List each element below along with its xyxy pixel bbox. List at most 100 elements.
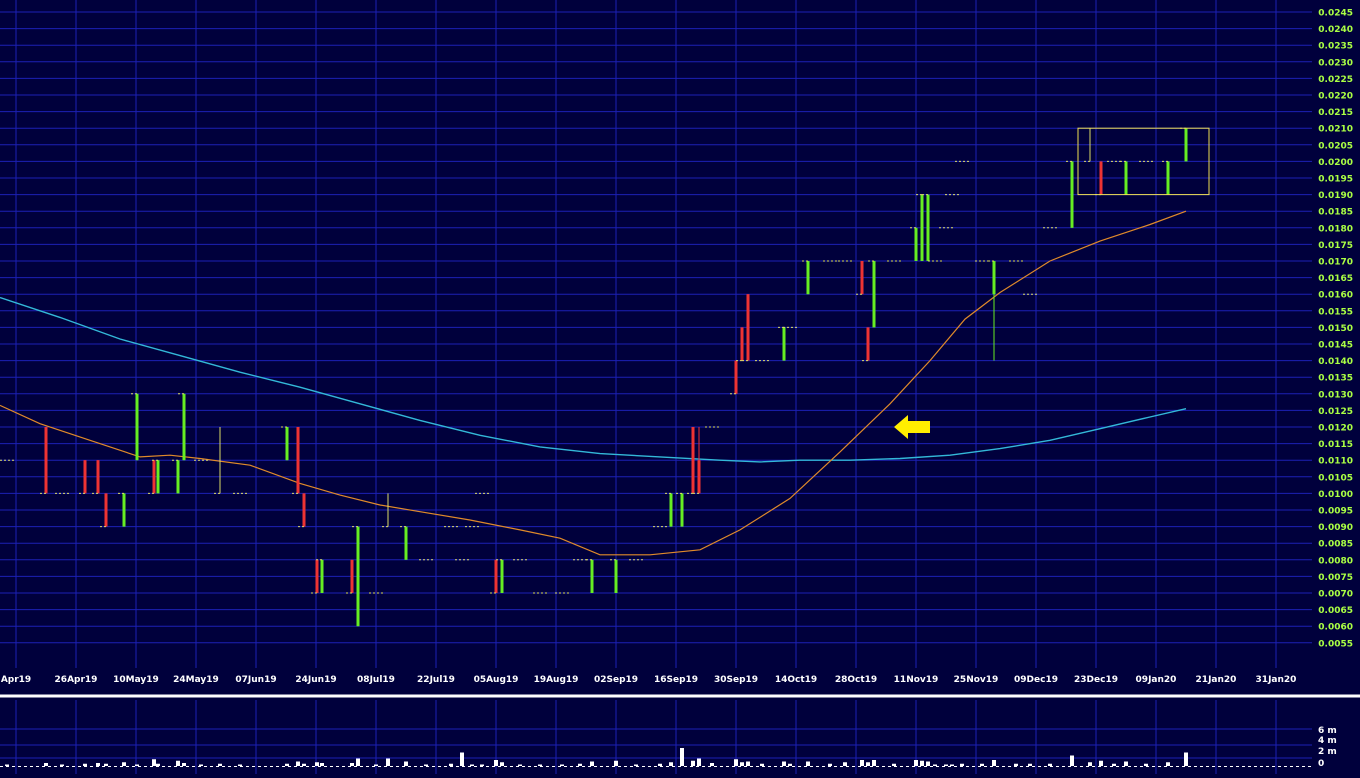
- volume-bar: [658, 763, 662, 766]
- price-bar: [687, 427, 695, 494]
- price-tick-label: 0.0210: [1318, 125, 1353, 135]
- volume-bar: [914, 760, 918, 766]
- date-tick-label: 30Sep19: [714, 675, 758, 685]
- price-bar: [693, 427, 701, 494]
- date-tick-label: 02Sep19: [594, 675, 638, 685]
- volume-bar: [424, 764, 428, 766]
- price-bar: [586, 559, 594, 593]
- bar-body: [914, 227, 918, 261]
- price-bar: [1066, 160, 1074, 228]
- bar-body: [302, 493, 306, 527]
- price-bar: [148, 460, 156, 494]
- price-bar: [1162, 160, 1170, 195]
- price-tick-label: 0.0165: [1318, 274, 1353, 284]
- bar-body: [872, 261, 876, 328]
- volume-bar: [1166, 762, 1170, 766]
- volume-bar: [843, 762, 847, 766]
- price-tick-label: 0.0190: [1318, 191, 1353, 201]
- bar-body: [1166, 161, 1170, 195]
- price-tick-label: 0.0235: [1318, 42, 1353, 52]
- volume-bar: [302, 763, 306, 766]
- price-bar: [802, 260, 810, 295]
- price-bar: [665, 492, 673, 527]
- bar-body: [1124, 161, 1128, 195]
- volume-bar: [872, 760, 876, 766]
- volume-tick-label: 4 m: [1318, 736, 1337, 746]
- date-tick-label: 21Jan20: [1196, 675, 1237, 685]
- volume-bar: [926, 761, 930, 766]
- price-tick-label: 0.0240: [1318, 25, 1353, 35]
- date-tick-label: 09Dec19: [1014, 675, 1058, 685]
- price-tick-label: 0.0055: [1318, 639, 1353, 649]
- price-bar: [862, 327, 870, 362]
- bar-body: [866, 327, 870, 361]
- bar-body: [926, 194, 930, 261]
- volume-bar: [734, 759, 738, 766]
- bar-body: [740, 327, 744, 361]
- volume-panel: [0, 748, 1312, 767]
- volume-tick-label: 6 m: [1318, 726, 1337, 736]
- price-bar: [40, 427, 48, 494]
- date-tick-label: 22Jul19: [417, 675, 455, 685]
- volume-bar: [578, 763, 582, 766]
- price-bar: [988, 260, 996, 361]
- price-bar: [1120, 160, 1128, 195]
- bar-body: [285, 427, 289, 461]
- volume-bar: [96, 763, 100, 766]
- bar-body: [315, 559, 319, 593]
- price-tick-label: 0.0220: [1318, 92, 1353, 102]
- price-bar: [736, 327, 744, 362]
- bar-body: [614, 559, 618, 593]
- volume-bar: [518, 764, 522, 766]
- bar-body: [156, 460, 160, 494]
- price-tick-label: 0.0245: [1318, 9, 1353, 19]
- volume-tick-label: 2 m: [1318, 747, 1337, 757]
- arrow-icon: [894, 415, 930, 439]
- bar-body: [697, 460, 701, 494]
- volume-bar: [1099, 760, 1103, 766]
- bar-body: [122, 493, 126, 527]
- price-tick-label: 0.0080: [1318, 556, 1353, 566]
- volume-bar: [960, 763, 964, 766]
- bar-body: [1184, 128, 1188, 162]
- volume-bar: [1014, 763, 1018, 766]
- volume-bar: [933, 764, 937, 766]
- price-tick-label: 0.0095: [1318, 507, 1353, 517]
- volume-bar: [1144, 763, 1148, 766]
- volume-bar: [866, 762, 870, 766]
- volume-bar: [1124, 761, 1128, 766]
- volume-bar: [60, 764, 64, 766]
- volume-bar: [182, 763, 186, 766]
- price-tick-label: 0.0155: [1318, 307, 1353, 317]
- date-tick-label: 28Oct19: [835, 675, 877, 685]
- price-tick-label: 0.0060: [1318, 623, 1353, 633]
- volume-tick-label: 0: [1318, 759, 1324, 769]
- price-bar: [856, 261, 864, 295]
- price-tick-label: 0.0180: [1318, 224, 1353, 234]
- price-bar: [292, 427, 300, 494]
- price-tick-label: 0.0205: [1318, 141, 1353, 151]
- bar-body: [782, 327, 786, 361]
- volume-bar: [614, 760, 618, 766]
- price-bar: [311, 559, 319, 594]
- price-bar: [916, 194, 924, 261]
- price-bar: [298, 493, 306, 528]
- bar-body: [806, 261, 810, 295]
- volume-bar: [5, 764, 9, 766]
- price-tick-label: 0.0115: [1318, 440, 1353, 450]
- price-tick-label: 0.0075: [1318, 573, 1353, 583]
- price-bar: [490, 559, 498, 594]
- volume-bar: [691, 760, 695, 766]
- price-bar: [79, 460, 87, 494]
- volume-bar: [152, 759, 156, 766]
- bar-body: [104, 493, 108, 527]
- bar-body: [176, 460, 180, 494]
- volume-bar: [315, 762, 319, 766]
- volume-bar: [920, 760, 924, 766]
- volume-bar: [538, 764, 542, 766]
- bar-body: [1099, 161, 1103, 195]
- bar-body: [404, 526, 408, 560]
- price-tick-label: 0.0200: [1318, 158, 1353, 168]
